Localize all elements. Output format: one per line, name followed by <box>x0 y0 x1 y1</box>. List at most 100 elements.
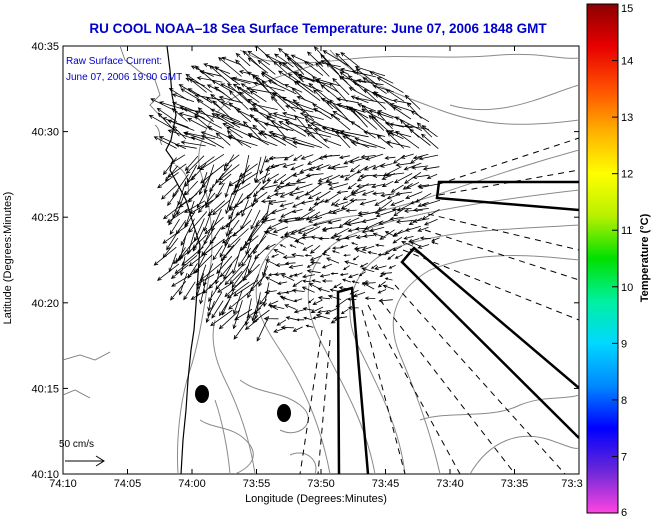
current-vector <box>411 165 429 170</box>
current-vector <box>266 115 286 138</box>
current-vector <box>354 137 386 150</box>
current-vector <box>162 200 187 220</box>
current-vector <box>273 173 287 184</box>
current-vector <box>317 295 331 300</box>
current-vector <box>384 156 396 160</box>
current-vector <box>324 193 339 203</box>
current-vector <box>300 200 314 205</box>
current-vector <box>404 94 421 110</box>
current-vector <box>170 154 186 165</box>
current-vector <box>251 190 258 208</box>
current-vector <box>303 115 331 131</box>
current-vector <box>327 208 341 214</box>
current-vector <box>282 163 296 168</box>
current-vector <box>277 217 297 223</box>
current-vector <box>220 101 241 110</box>
current-vector <box>267 80 297 95</box>
current-vector <box>174 143 197 149</box>
current-vector <box>412 218 430 223</box>
x-tick-label: 73:3 <box>561 478 582 490</box>
current-vector <box>344 260 358 266</box>
current-vector <box>305 173 324 178</box>
current-vector <box>372 84 395 93</box>
current-vector <box>342 135 370 148</box>
current-vector <box>284 261 296 266</box>
current-vector <box>305 324 314 328</box>
current-vector <box>303 316 312 320</box>
current-vector <box>339 273 349 277</box>
current-vector <box>294 114 316 139</box>
current-vector <box>308 216 323 223</box>
current-vector <box>330 272 339 275</box>
current-vector <box>394 116 423 131</box>
current-vector <box>307 157 321 165</box>
current-vector <box>372 232 386 238</box>
current-vector <box>284 52 305 75</box>
y-axis-ticks: 40:35 40:30 40:25 40:20 40:15 40:10 <box>31 41 579 481</box>
current-vector <box>165 165 179 182</box>
current-vector <box>260 218 276 224</box>
current-vector <box>259 155 267 175</box>
current-vector <box>338 155 350 160</box>
current-vector <box>265 276 279 284</box>
current-vector <box>342 278 352 283</box>
current-vector <box>363 164 376 171</box>
current-vector <box>187 118 207 129</box>
current-vector <box>265 259 277 266</box>
current-vector <box>256 316 270 342</box>
current-vector <box>178 84 197 95</box>
current-vector <box>350 95 369 104</box>
current-vector <box>390 200 404 206</box>
current-vector <box>393 173 413 184</box>
current-vector <box>323 247 331 254</box>
current-vector <box>301 279 312 283</box>
current-vector <box>364 220 384 230</box>
colorbar-tick-label: 14 <box>621 56 633 68</box>
current-vector <box>390 184 404 193</box>
current-vector <box>343 265 350 271</box>
current-vector <box>342 190 359 201</box>
current-vector <box>330 165 348 171</box>
current-vector <box>290 54 314 66</box>
current-vector <box>376 134 394 148</box>
current-vector <box>274 272 286 277</box>
current-vector <box>228 201 244 211</box>
current-vector <box>295 173 314 183</box>
current-vector <box>210 309 233 327</box>
current-vector <box>343 253 351 257</box>
current-vector <box>271 133 298 148</box>
current-vector <box>232 247 242 275</box>
current-vector <box>315 190 331 201</box>
current-vector <box>330 198 340 206</box>
current-vector <box>418 183 438 190</box>
current-vector <box>358 271 366 277</box>
current-vector <box>371 183 386 189</box>
current-vector <box>324 307 339 315</box>
current-vector <box>370 264 378 269</box>
current-vector <box>359 262 368 268</box>
current-vector <box>389 216 404 221</box>
current-vector <box>419 236 431 241</box>
current-vector <box>349 157 367 164</box>
map-title: RU COOL NOAA–18 Sea Surface Temperature:… <box>89 21 547 36</box>
current-vector <box>380 271 393 276</box>
current-vector <box>261 71 285 86</box>
current-vector <box>225 211 234 238</box>
current-vector <box>340 308 349 315</box>
current-vector <box>394 254 403 259</box>
current-vector <box>354 96 386 104</box>
current-vector <box>382 284 395 290</box>
current-vector <box>327 163 341 170</box>
current-vector <box>277 281 288 285</box>
current-vector <box>361 282 375 290</box>
current-vector <box>357 211 378 217</box>
colorbar-label: Temperature (°C) <box>639 213 651 302</box>
current-vector <box>315 78 340 87</box>
current-vector <box>356 183 377 189</box>
current-vector <box>327 182 339 187</box>
current-vector <box>351 280 360 284</box>
current-vector <box>325 257 340 264</box>
current-vector <box>309 245 321 254</box>
scale-label: 50 cm/s <box>59 439 94 450</box>
current-vector <box>291 288 305 293</box>
